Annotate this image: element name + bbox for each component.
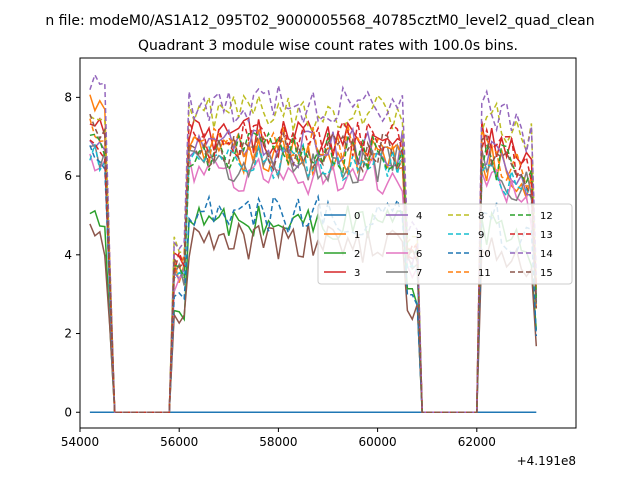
legend-label: 1: [354, 230, 360, 241]
chart-title: Quadrant 3 module wise count rates with …: [138, 38, 518, 54]
legend-label: 5: [416, 230, 422, 241]
x-tick-label: 54000: [61, 435, 99, 449]
y-tick-label: 4: [64, 248, 72, 262]
x-tick-label: 56000: [160, 435, 198, 449]
legend-label: 13: [540, 230, 553, 241]
legend-label: 14: [540, 249, 553, 260]
legend-label: 15: [540, 268, 553, 279]
figure-suptitle: n file: modeM0/AS1A12_095T02_9000005568_…: [45, 13, 594, 29]
x-offset-label: +4.191e8: [517, 454, 576, 468]
y-tick-label: 6: [64, 169, 72, 183]
legend-label: 8: [478, 211, 484, 222]
legend-label: 11: [478, 268, 491, 279]
series-lines: [89, 73, 538, 414]
legend-label: 7: [416, 268, 422, 279]
x-axis: 54000 56000 58000 60000 62000: [61, 428, 496, 449]
series-line-15: [89, 113, 538, 414]
legend-label: 12: [540, 211, 553, 222]
legend-label: 6: [416, 249, 422, 260]
x-tick-label: 62000: [458, 435, 496, 449]
legend-label: 3: [354, 268, 360, 279]
legend-label: 4: [416, 211, 422, 222]
axes-frame: [79, 57, 577, 429]
y-tick-label: 8: [64, 90, 72, 104]
y-axis: 0 2 4 6 8: [64, 90, 80, 419]
legend-label: 0: [354, 211, 360, 222]
x-tick-label: 60000: [359, 435, 397, 449]
y-tick-label: 2: [64, 327, 72, 341]
legend-box: [317, 203, 573, 285]
legend-label: 9: [478, 230, 484, 241]
legend-label: 2: [354, 249, 360, 260]
y-tick-label: 0: [64, 405, 72, 419]
x-tick-label: 58000: [259, 435, 297, 449]
legend-label: 10: [478, 249, 491, 260]
series-line-11: [89, 118, 538, 414]
